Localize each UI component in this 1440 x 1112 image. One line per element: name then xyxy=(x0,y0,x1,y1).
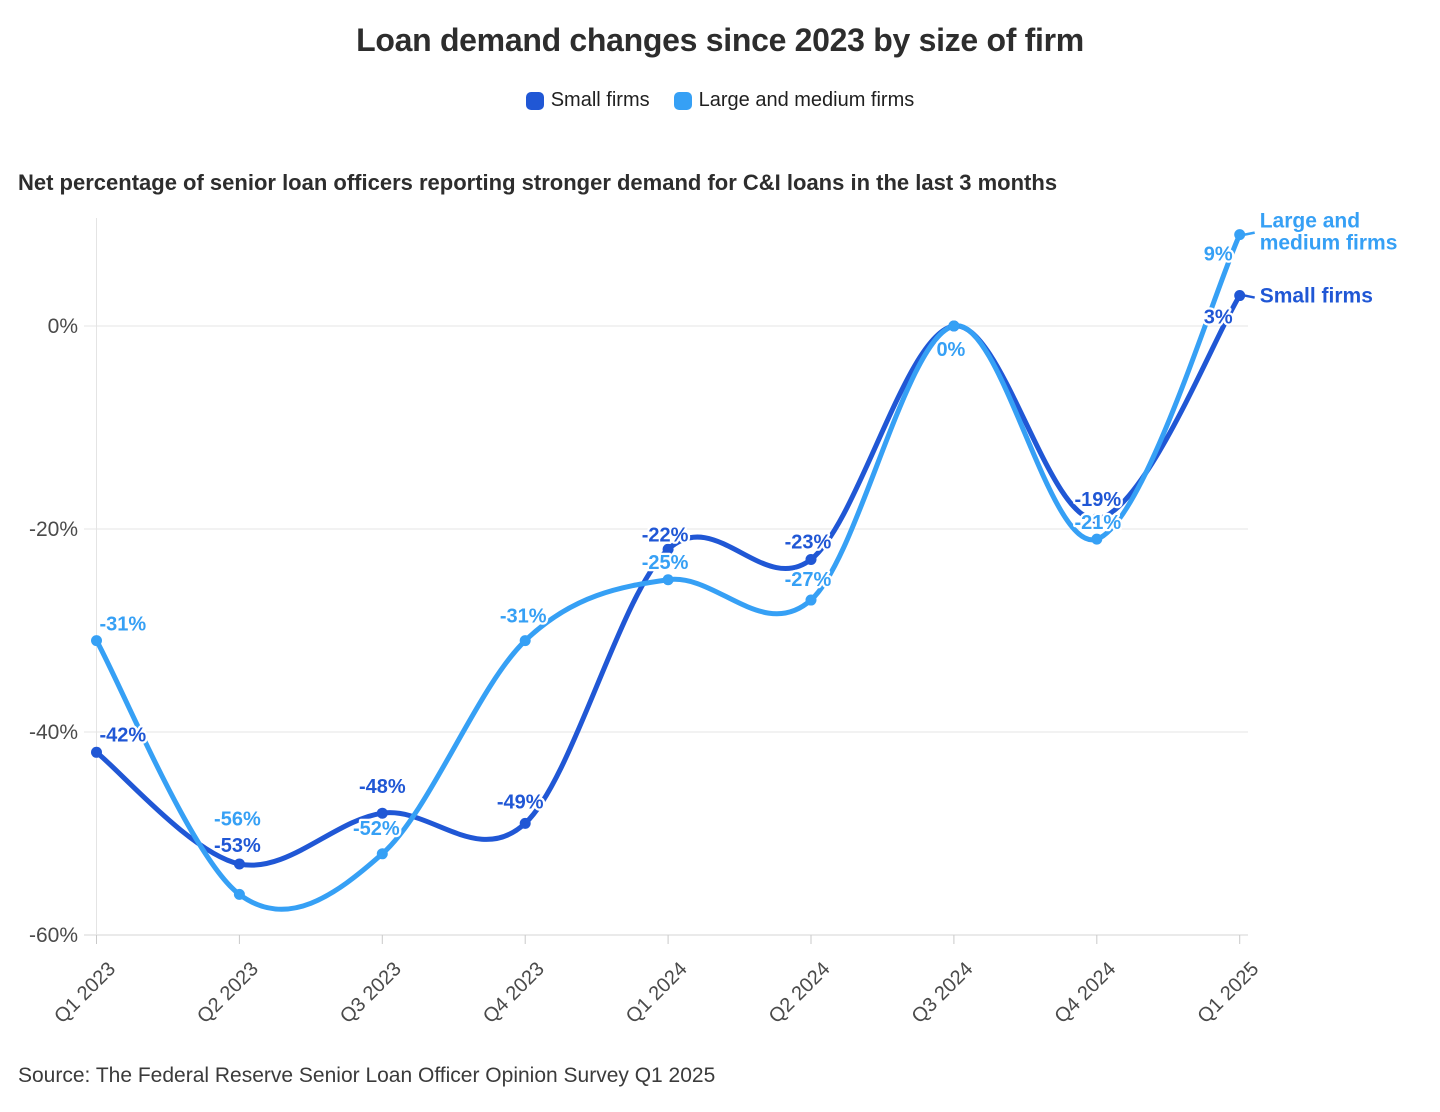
legend-swatch-small-firms xyxy=(525,91,544,110)
value-label-small-firms-q4-2023: -49% xyxy=(497,791,544,813)
data-point-small-firms-q1-2025[interactable] xyxy=(1234,290,1246,302)
data-point-large-and-medium-firms-q3-2023[interactable] xyxy=(376,848,388,860)
value-label-small-firms-q1-2025: 3% xyxy=(1204,307,1233,329)
data-point-small-firms-q1-2024[interactable] xyxy=(662,543,674,555)
data-point-small-firms-q2-2024[interactable] xyxy=(805,553,817,565)
legend-item-small-firms: Small firms xyxy=(525,89,650,112)
value-label-small-firms-q2-2024: -23% xyxy=(785,531,832,553)
value-label-small-firms-q2-2023: -53% xyxy=(214,835,261,857)
data-point-small-firms-q4-2024[interactable] xyxy=(1091,513,1103,525)
series-line-small-firms xyxy=(94,293,1243,868)
data-point-large-and-medium-firms-q3-2024[interactable] xyxy=(948,320,960,332)
value-label-large-and-medium-firms-q3-2024: 0% xyxy=(936,339,965,361)
value-label-large-and-medium-firms-q3-2023: -52% xyxy=(353,818,400,840)
value-label-large-and-medium-firms-q4-2023: -31% xyxy=(500,606,547,628)
data-point-large-and-medium-firms-q2-2023[interactable] xyxy=(233,888,245,900)
data-point-large-and-medium-firms-q1-2023[interactable] xyxy=(91,635,102,647)
series-end-label-small-firms: Small firms xyxy=(1260,285,1373,308)
legend: Small firms Large and medium firms xyxy=(0,89,1440,112)
value-label-small-firms-q3-2023: -48% xyxy=(359,776,406,798)
x-axis-tick-label: Q4 2023 xyxy=(479,958,549,1028)
x-axis-tick-label: Q2 2024 xyxy=(765,958,835,1028)
data-point-small-firms-q3-2023[interactable] xyxy=(376,807,388,819)
y-axis-tick-label: -20% xyxy=(29,518,78,541)
end-label-connector xyxy=(1244,294,1255,299)
x-axis-tick-label: Q2 2023 xyxy=(193,958,263,1028)
y-axis-tick-label: 0% xyxy=(48,315,78,338)
data-point-small-firms-q2-2023[interactable] xyxy=(233,858,245,870)
data-point-large-and-medium-firms-q4-2023[interactable] xyxy=(519,635,531,647)
data-point-small-firms-q4-2023[interactable] xyxy=(519,817,531,829)
value-label-large-and-medium-firms-q1-2023: -31% xyxy=(100,614,147,636)
data-point-large-and-medium-firms-q1-2025[interactable] xyxy=(1234,229,1246,241)
data-point-small-firms-q1-2023[interactable] xyxy=(91,746,102,758)
legend-item-large-and-medium-firms: Large and medium firms xyxy=(673,89,915,112)
x-axis-tick-label: Q3 2024 xyxy=(908,958,978,1028)
legend-swatch-large-and-medium-firms xyxy=(673,91,692,110)
data-point-large-and-medium-firms-q2-2024[interactable] xyxy=(805,594,817,606)
x-axis-tick-label: Q1 2025 xyxy=(1193,958,1263,1028)
value-label-large-and-medium-firms-q2-2023: -56% xyxy=(214,808,261,830)
y-axis-tick-label: -60% xyxy=(29,924,78,947)
source-note: Source: The Federal Reserve Senior Loan … xyxy=(18,1064,716,1087)
value-label-large-and-medium-firms-q4-2024: -21% xyxy=(1074,512,1121,534)
value-label-small-firms-q4-2024: -19% xyxy=(1074,489,1121,511)
value-label-small-firms-q1-2024: -22% xyxy=(642,524,689,546)
value-label-large-and-medium-firms-q1-2024: -25% xyxy=(642,552,689,574)
legend-label: Small firms xyxy=(550,89,650,111)
x-axis-tick-label: Q4 2024 xyxy=(1051,958,1121,1028)
data-point-large-and-medium-firms-q1-2024[interactable] xyxy=(662,574,674,586)
x-axis-tick-label: Q1 2023 xyxy=(50,958,120,1028)
end-label-connector xyxy=(1244,231,1255,236)
y-axis-tick-label: -40% xyxy=(29,721,78,744)
series-end-label-large-and-medium-firms: medium firms xyxy=(1260,232,1398,255)
chart-title: Loan demand changes since 2023 by size o… xyxy=(356,22,1084,58)
value-label-large-and-medium-firms-q1-2025: 9% xyxy=(1204,244,1233,266)
chart-subtitle: Net percentage of senior loan officers r… xyxy=(18,170,1058,195)
x-axis-tick-label: Q1 2024 xyxy=(622,958,692,1028)
x-axis-tick-label: Q3 2023 xyxy=(336,958,406,1028)
legend-label: Large and medium firms xyxy=(698,89,915,111)
data-point-large-and-medium-firms-q4-2024[interactable] xyxy=(1091,533,1103,545)
series-line-large-and-medium-firms xyxy=(94,232,1243,912)
value-label-small-firms-q1-2023: -42% xyxy=(100,724,147,746)
series-end-label-large-and-medium-firms: Large and xyxy=(1260,210,1360,233)
value-label-large-and-medium-firms-q2-2024: -27% xyxy=(785,569,832,591)
